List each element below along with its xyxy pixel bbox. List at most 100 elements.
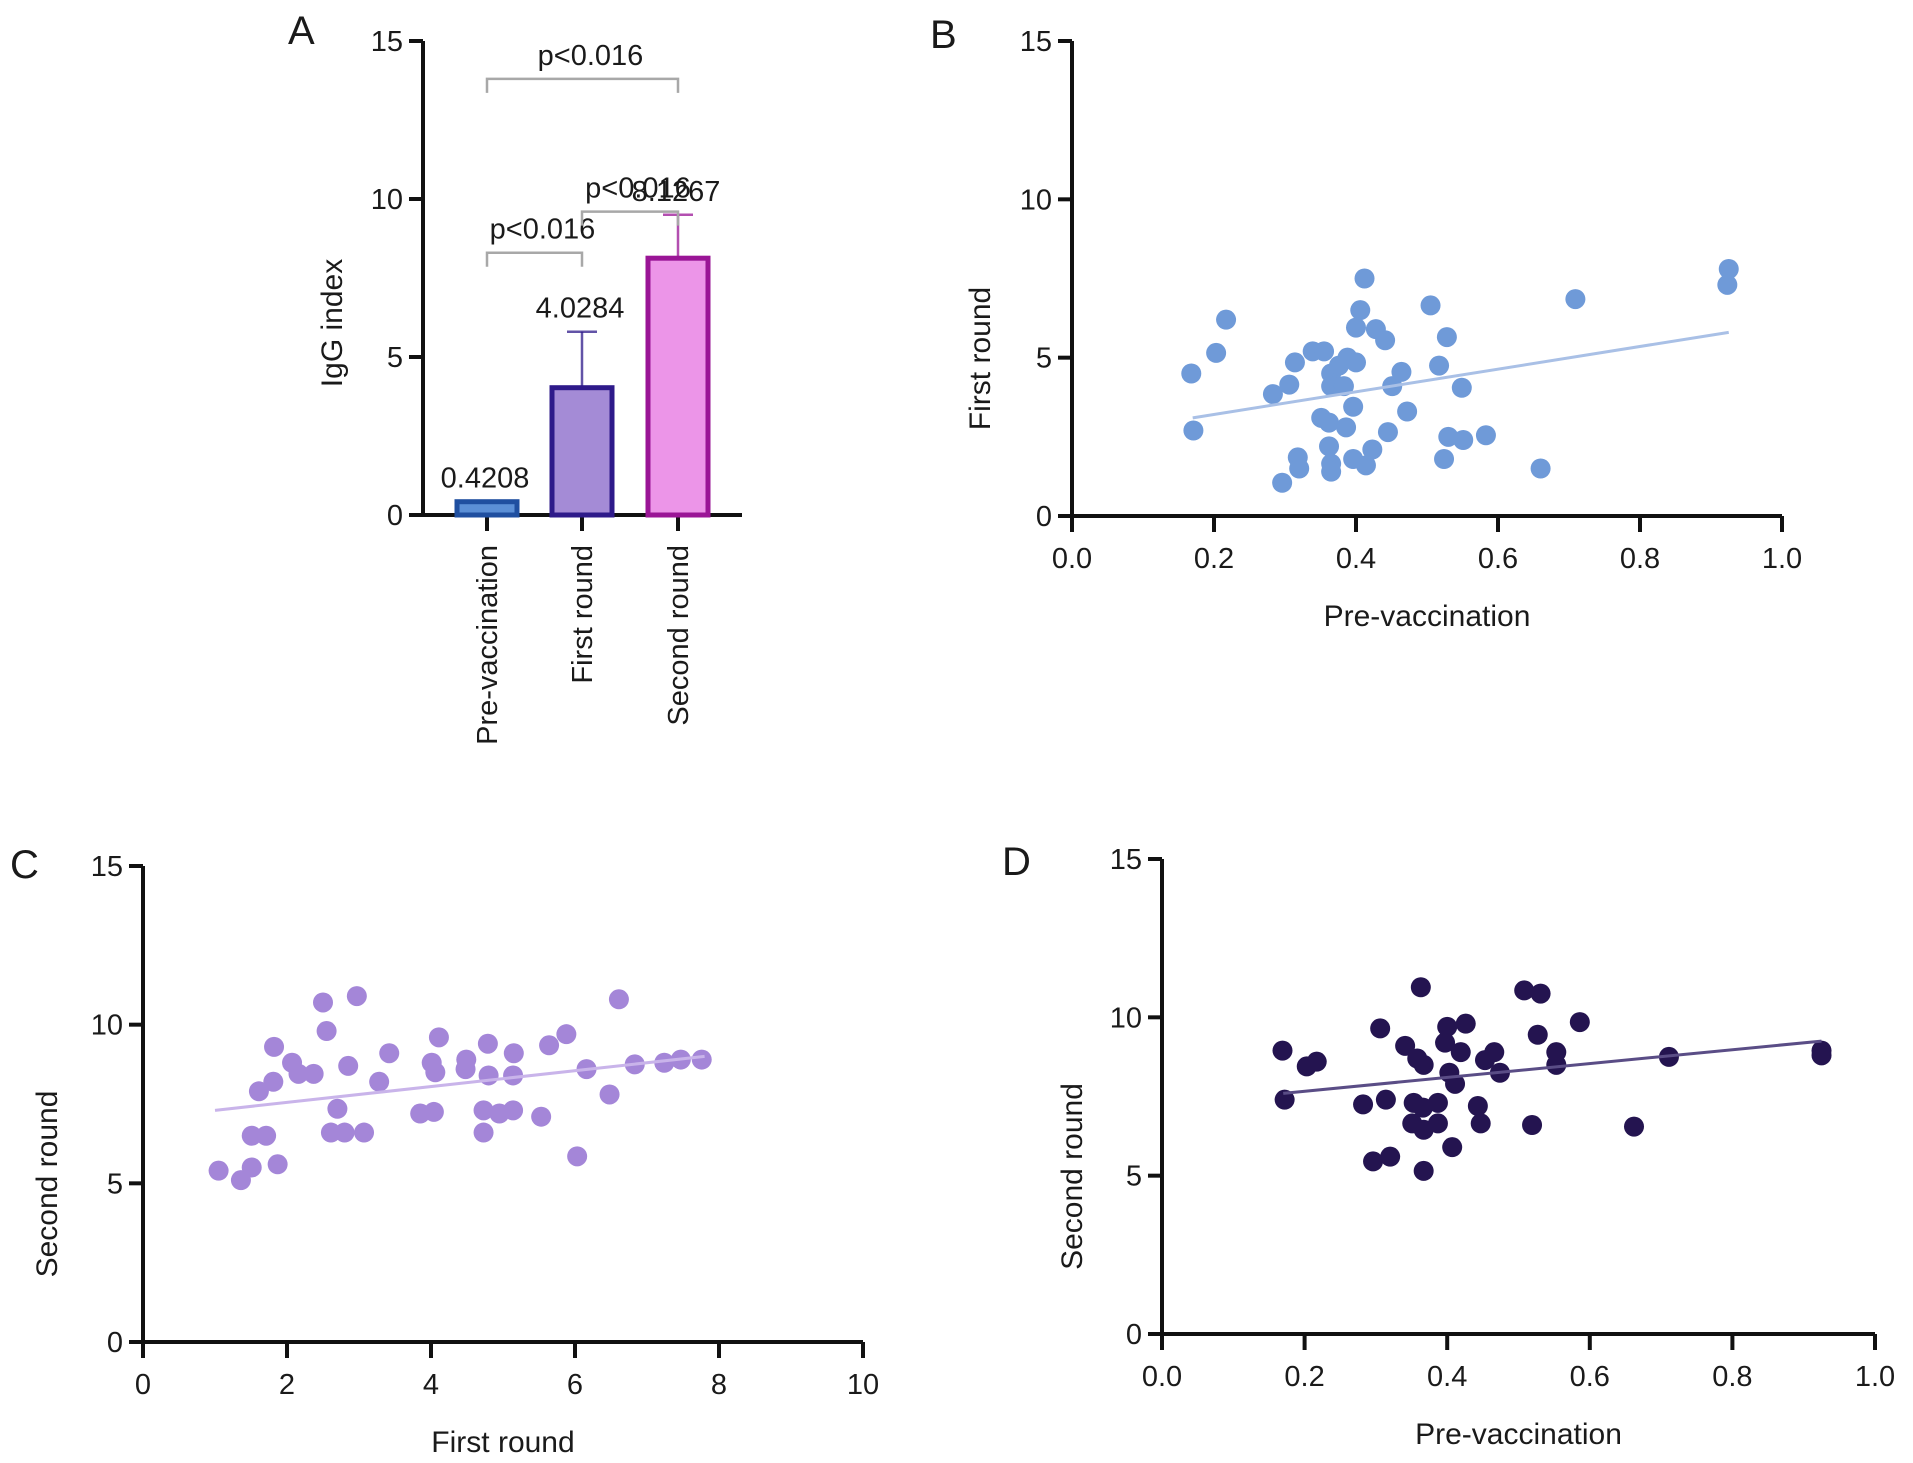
x-tick-label: 0.8: [1712, 1361, 1752, 1393]
data-point: [1314, 341, 1335, 362]
data-point: [503, 1043, 524, 1064]
data-point: [1436, 327, 1457, 348]
x-tick-label: 2: [279, 1369, 295, 1401]
data-point: [567, 1146, 588, 1167]
significance-bracket: [485, 77, 680, 93]
bar-first-round: [549, 385, 615, 518]
data-point: [1336, 417, 1357, 438]
y-tick-label: 0: [387, 500, 403, 532]
data-point: [1427, 1092, 1448, 1113]
significance-label: p<0.016: [585, 173, 691, 205]
y-tick-label: 15: [1020, 26, 1052, 58]
x-axis-label: Pre-vaccination: [1324, 600, 1531, 633]
data-point: [503, 1100, 524, 1121]
significance-label: p<0.016: [490, 214, 596, 246]
plot-area: 0 5 10 15 0.0 0.2 0.4 0.6 0.8 1.0 Pre-vaccination S…: [1056, 844, 1895, 1451]
panel-letter-c: C: [10, 843, 39, 887]
y-tick-label: 0: [107, 1327, 123, 1359]
data-point: [241, 1157, 262, 1178]
plot-area: 0 5 10 15 0 2 4 6 8 10 First round Second round: [31, 851, 879, 1459]
bar-value-label: 8.1267: [632, 176, 721, 208]
x-axis-label: Pre-vaccination: [1415, 1418, 1622, 1451]
data-point: [1530, 458, 1551, 479]
data-point: [303, 1063, 324, 1084]
data-point: [1470, 1113, 1491, 1134]
data-point: [455, 1059, 476, 1080]
data-point: [1718, 259, 1739, 279]
bar-pre-vaccination: [454, 499, 520, 518]
y-tick-label: 5: [387, 342, 403, 374]
data-point: [1319, 436, 1340, 457]
data-point: [346, 986, 367, 1007]
x-tick-label: 6: [567, 1369, 583, 1401]
data-point: [1450, 1042, 1471, 1063]
regression-line: [1192, 330, 1729, 420]
axes: 0 5 10 15 Pre-vaccination First round Second r…: [371, 26, 742, 745]
x-tick-label: 0.8: [1620, 543, 1660, 575]
data-point: [1427, 1113, 1448, 1134]
data-point: [1272, 1040, 1293, 1061]
data-point: [473, 1122, 494, 1143]
panel-b-scatter: B 0 5 10 15 0.0 0.2 0.4 0.6 0.8 1.0 Pre-vaccinatio…: [930, 13, 1802, 633]
data-point: [1475, 425, 1496, 446]
x-tick-label: 1.0: [1762, 543, 1802, 575]
data-point: [1438, 426, 1459, 447]
x-tick-label: 0.4: [1427, 1361, 1467, 1393]
bar-second-round: [645, 255, 711, 518]
data-point: [1527, 1024, 1548, 1045]
data-point: [256, 1125, 277, 1146]
data-point: [1451, 377, 1472, 398]
y-tick-label: 10: [1110, 1002, 1142, 1034]
y-tick-label: 15: [371, 26, 403, 58]
data-point: [1413, 1054, 1434, 1075]
data-point: [1467, 1096, 1488, 1116]
data-point: [1353, 1094, 1374, 1115]
data-point: [1569, 1012, 1590, 1033]
data-point: [1455, 1013, 1476, 1034]
data-point: [608, 989, 629, 1010]
y-tick-label: 10: [1020, 184, 1052, 216]
significance-bracket: [580, 210, 680, 226]
regression-line: [1283, 1039, 1822, 1095]
data-point: [316, 1021, 337, 1042]
data-point: [1343, 396, 1364, 417]
x-tick-label: First round: [567, 545, 599, 684]
data-point: [1370, 1018, 1391, 1039]
data-point: [1380, 1146, 1401, 1167]
data-point: [1429, 355, 1450, 376]
data-point: [1355, 455, 1376, 476]
significance-brackets: p<0.016 p<0.016 p<0.016: [485, 40, 691, 267]
data-point: [1354, 268, 1375, 289]
significance-label: p<0.016: [538, 40, 644, 72]
panel-letter-b: B: [930, 13, 957, 57]
data-point: [477, 1033, 498, 1054]
y-tick-label: 0: [1036, 501, 1052, 533]
bar-value-label: 4.0284: [536, 293, 625, 325]
data-point: [1375, 330, 1396, 351]
panel-letter-d: D: [1002, 840, 1031, 884]
data-point: [1181, 363, 1202, 384]
data-point: [1216, 309, 1237, 330]
y-axis-label: IgG index: [316, 259, 349, 387]
x-tick-label: 0.2: [1194, 543, 1234, 575]
panel-letter-a: A: [288, 9, 315, 53]
data-point: [1346, 317, 1366, 338]
data-point: [1375, 1089, 1396, 1110]
y-tick-label: 0: [1126, 1319, 1142, 1351]
data-point: [691, 1049, 712, 1070]
data-point: [1279, 374, 1300, 395]
bar-value-label: 0.4208: [441, 463, 530, 495]
data-point: [1333, 376, 1354, 397]
data-point: [1183, 420, 1204, 441]
y-tick-label: 5: [107, 1168, 123, 1200]
data-point: [248, 1081, 269, 1102]
data-point: [556, 1024, 577, 1045]
y-tick-label: 5: [1126, 1161, 1142, 1193]
data-point: [1350, 300, 1371, 321]
y-tick-label: 5: [1036, 343, 1052, 375]
data-point: [1420, 295, 1441, 316]
data-point: [1514, 980, 1535, 1001]
data-point: [1522, 1115, 1543, 1135]
y-tick-label: 10: [91, 1010, 123, 1042]
